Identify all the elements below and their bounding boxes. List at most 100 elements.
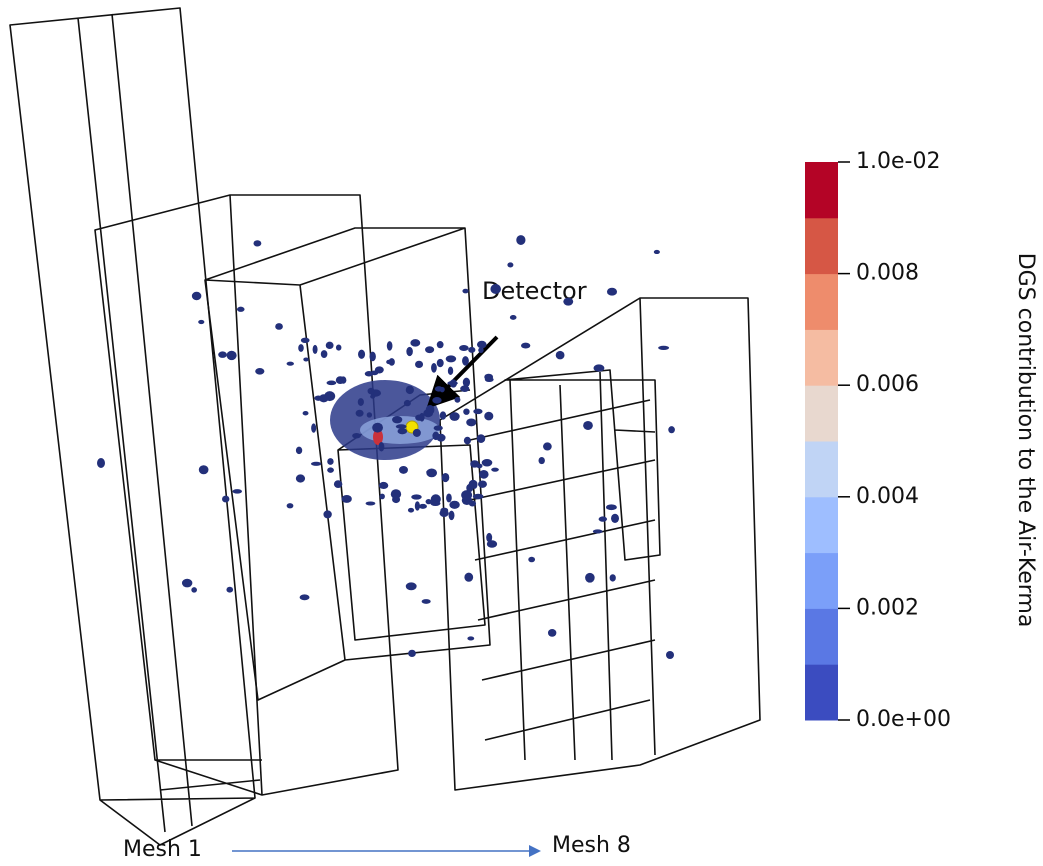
voxel — [341, 495, 352, 503]
voxel — [468, 346, 476, 353]
voxel — [605, 504, 617, 511]
voxel — [295, 474, 306, 483]
colorbar-band — [805, 329, 838, 386]
voxel — [431, 362, 437, 373]
voxel — [460, 385, 470, 393]
voxel — [547, 628, 557, 637]
colorbar: 1.0e-02 0.008 0.006 0.004 0.002 0.0e+00 — [805, 149, 951, 732]
voxel — [333, 480, 343, 489]
voxel — [365, 501, 376, 506]
voxel — [327, 458, 334, 465]
voxel — [583, 420, 593, 430]
voxel — [611, 513, 620, 524]
voxel — [463, 408, 470, 415]
voxel — [407, 507, 415, 513]
voxel — [390, 489, 402, 499]
voxel — [302, 410, 309, 416]
voxel — [255, 368, 265, 375]
colorbar-band — [805, 273, 838, 330]
voxel — [507, 262, 514, 268]
colorbar-band — [805, 552, 838, 609]
voxel — [464, 572, 474, 582]
voxel — [425, 404, 435, 415]
voxel — [253, 240, 262, 247]
voxel — [593, 364, 605, 372]
voxel — [436, 433, 446, 442]
voxel — [335, 344, 342, 351]
colorbar-band — [805, 664, 838, 721]
voxel — [367, 387, 375, 395]
voxel — [405, 385, 414, 395]
voxel — [378, 481, 389, 490]
voxel — [405, 582, 417, 591]
voxel — [436, 358, 444, 368]
voxel — [397, 428, 408, 435]
voxel — [181, 578, 193, 588]
voxel — [447, 366, 454, 375]
voxel — [439, 509, 449, 517]
voxel — [668, 426, 675, 434]
mesh-6 — [504, 369, 661, 761]
voxel — [218, 351, 227, 358]
voxel — [445, 355, 457, 363]
colorbar-label: DGS contribution to the Air-Kerma — [1013, 253, 1038, 628]
voxel — [449, 412, 460, 421]
voxel — [446, 493, 452, 503]
voxel — [563, 297, 574, 306]
voxel — [303, 357, 309, 362]
voxel — [598, 516, 608, 522]
colorbar-tick-label: 0.008 — [856, 261, 919, 286]
voxel — [412, 428, 421, 437]
voxel — [436, 341, 444, 349]
voxel — [418, 503, 427, 509]
voxel — [449, 500, 460, 509]
colorbar-band — [805, 608, 838, 665]
voxel — [592, 529, 603, 534]
voxel — [392, 416, 403, 424]
voxel — [478, 347, 484, 353]
voxel — [355, 409, 364, 417]
voxel — [479, 470, 489, 479]
voxel — [462, 377, 471, 388]
voxel — [433, 425, 443, 431]
voxel — [484, 411, 494, 421]
voxel — [521, 342, 531, 349]
mesh-2 — [94, 194, 399, 796]
voxel — [585, 572, 595, 583]
voxel — [357, 398, 364, 406]
voxel — [300, 337, 310, 343]
voxel — [191, 291, 202, 301]
voxel — [312, 344, 318, 354]
voxel — [543, 442, 552, 451]
voxel — [454, 396, 461, 403]
colorbar-tick-label: 0.004 — [856, 484, 919, 509]
voxel — [191, 587, 197, 593]
voxel — [366, 412, 373, 418]
voxel — [395, 424, 407, 429]
voxel — [658, 345, 670, 350]
voxel — [236, 306, 245, 312]
voxel — [275, 323, 283, 330]
voxel — [326, 380, 337, 386]
voxel — [415, 414, 424, 421]
voxel — [462, 288, 469, 294]
voxel — [299, 594, 310, 601]
voxel — [528, 556, 536, 563]
voxel — [609, 574, 616, 582]
voxel — [378, 441, 385, 452]
voxel — [323, 510, 332, 519]
voxel — [430, 500, 441, 506]
voxel — [369, 351, 376, 362]
voxel — [490, 284, 501, 295]
voxel — [476, 463, 483, 469]
colorbar-tick-label: 0.006 — [856, 372, 919, 397]
voxel — [425, 346, 435, 354]
voxel — [379, 493, 385, 500]
voxel — [426, 469, 435, 475]
voxel — [486, 532, 493, 543]
voxel — [403, 399, 411, 407]
voxel — [434, 386, 443, 392]
voxel — [466, 418, 477, 427]
voxel — [325, 341, 334, 350]
voxel — [335, 376, 345, 385]
